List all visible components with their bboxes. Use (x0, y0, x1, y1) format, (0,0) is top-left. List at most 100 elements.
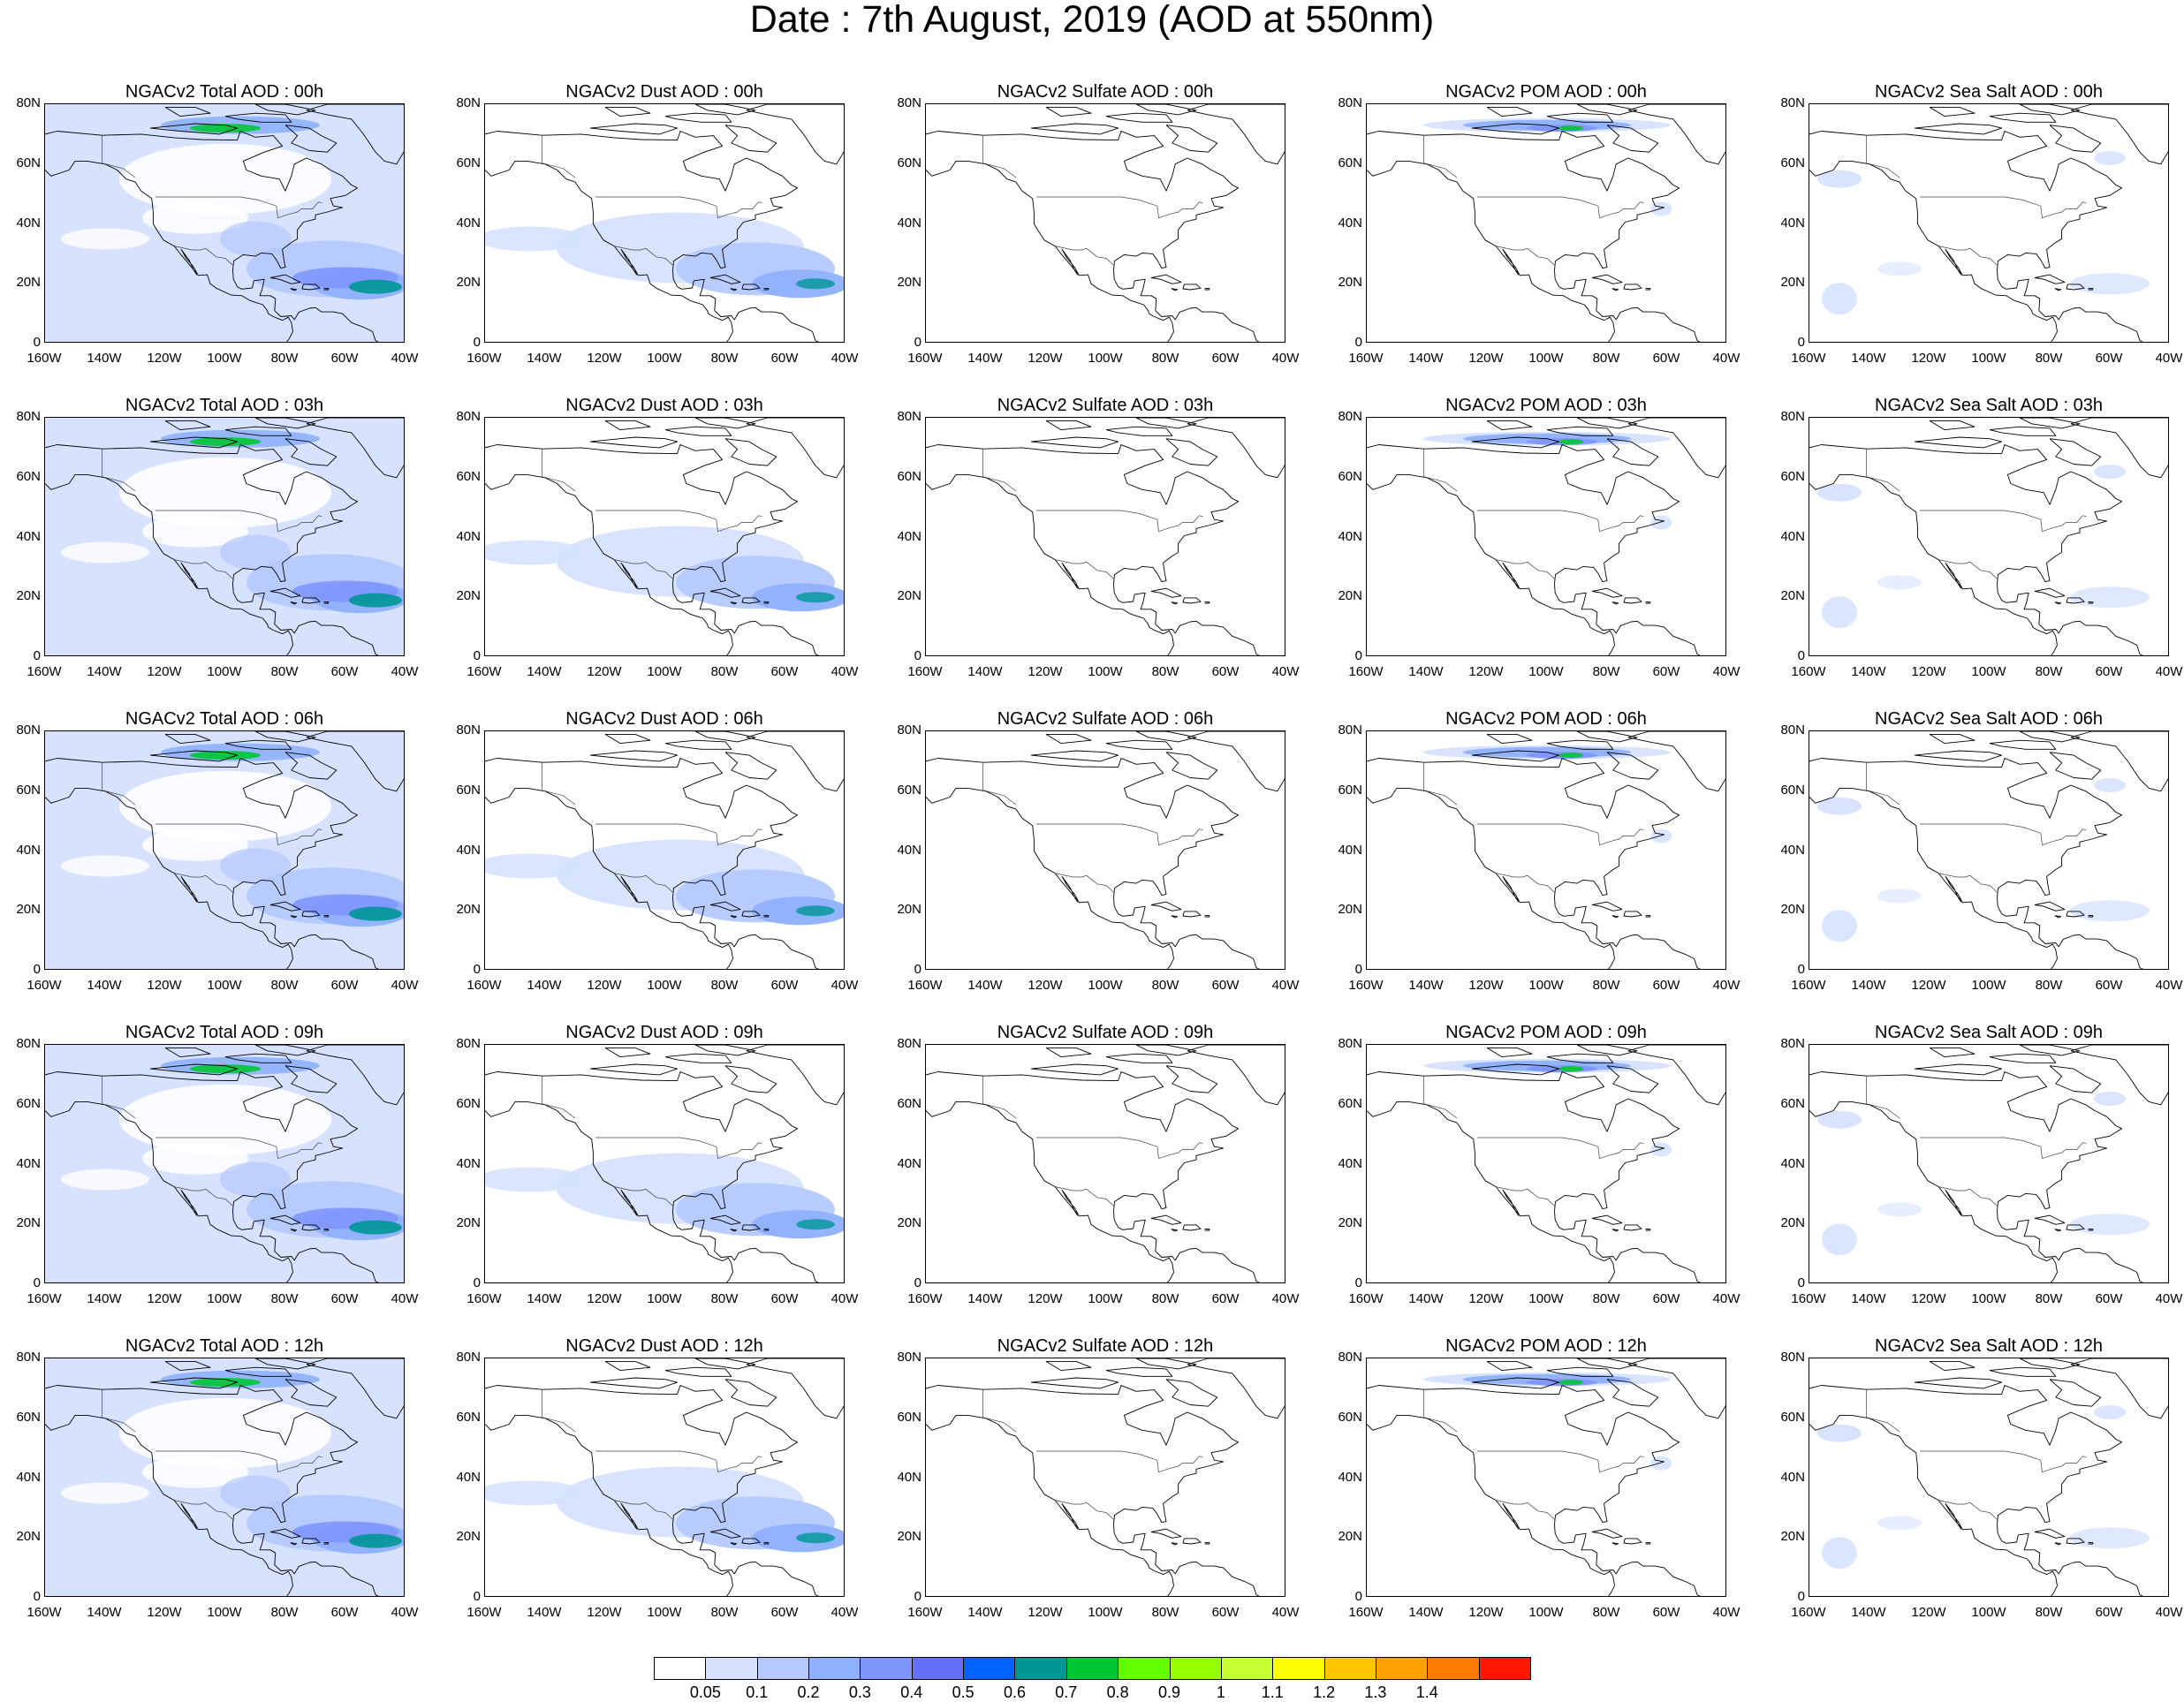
lon-tick-label: 140W (527, 351, 562, 366)
map-panel-sulfate (925, 730, 1285, 970)
lon-tick-label: 60W (770, 664, 799, 679)
us-canada-border (1920, 1137, 2087, 1160)
colorbar-label: 0.1 (746, 1683, 769, 1701)
lon-tick-label: 140W (87, 351, 122, 366)
lat-tick-label: 0 (1797, 1589, 1805, 1604)
us-canada-border (1477, 1137, 1644, 1160)
coastline (45, 444, 379, 655)
lat-tick-label: 0 (1354, 962, 1362, 977)
lon-tick-label: 160W (1791, 978, 1826, 993)
lat-tick-label: 20N (897, 588, 921, 604)
lat-tick-label: 0 (33, 1589, 41, 1604)
lon-tick-label: 100W (1971, 351, 2006, 366)
lat-tick-label: 40N (456, 842, 481, 858)
coastline (1367, 131, 1701, 342)
lat-tick-label: 40N (1338, 528, 1362, 544)
lon-tick-label: 80W (270, 664, 299, 679)
colorbar-label: 1.3 (1364, 1683, 1387, 1701)
lat-tick-label: 40N (1338, 1155, 1362, 1171)
lon-tick-label: 120W (147, 1291, 182, 1306)
lat-tick-label: 20N (1338, 902, 1362, 918)
lon-tick-label: 40W (2155, 978, 2183, 993)
coastline (45, 131, 379, 342)
panel-title: NGACv2 Dust AOD : 09h (565, 1023, 763, 1042)
lon-tick-label: 40W (1271, 978, 1300, 993)
lat-tick-label: 40N (897, 842, 921, 858)
lon-tick-label: 120W (587, 1291, 622, 1306)
lat-tick-label: 60N (456, 468, 481, 484)
lon-tick-label: 40W (391, 978, 419, 993)
lon-tick-label: 160W (1348, 664, 1384, 679)
lon-tick-label: 60W (770, 351, 799, 366)
lat-tick-label: 0 (1797, 1275, 1805, 1290)
lon-tick-label: 40W (1271, 1605, 1300, 1620)
coastline (926, 1071, 1260, 1282)
us-canada-border (1920, 1450, 2087, 1473)
lon-tick-label: 60W (330, 1605, 359, 1620)
lon-tick-label: 140W (1408, 978, 1444, 993)
lon-tick-label: 140W (87, 978, 122, 993)
lat-tick-label: 60N (1780, 1409, 1805, 1425)
coastline (1367, 444, 1701, 655)
lon-tick-label: 140W (527, 1605, 562, 1620)
us-canada-border (595, 1450, 762, 1473)
lat-tick-label: 40N (1780, 842, 1805, 858)
coastline (485, 1385, 819, 1596)
lon-tick-label: 100W (1088, 1605, 1123, 1620)
lon-tick-label: 120W (1911, 978, 1946, 993)
colorbar-label: 0.4 (900, 1683, 923, 1701)
lon-tick-label: 120W (1468, 1605, 1504, 1620)
lon-tick-label: 80W (2035, 664, 2063, 679)
lat-tick-label: 40N (897, 528, 921, 544)
colorbar-label: 1.2 (1313, 1683, 1336, 1701)
colorbar-label: 1.4 (1415, 1683, 1438, 1701)
panel-title: NGACv2 Sulfate AOD : 06h (997, 709, 1214, 729)
lat-tick-label: 60N (456, 155, 481, 170)
coastline (926, 1385, 1260, 1596)
lon-tick-label: 80W (270, 351, 299, 366)
lat-tick-label: 60N (16, 1095, 41, 1111)
panel-title: NGACv2 POM AOD : 03h (1445, 396, 1647, 415)
lat-tick-label: 60N (16, 782, 41, 798)
colorbar-box (1220, 1657, 1274, 1680)
lat-tick-label: 60N (1338, 1409, 1362, 1425)
lon-tick-label: 100W (1528, 1605, 1564, 1620)
colorbar-box (1118, 1657, 1171, 1680)
lat-tick-label: 80N (1338, 1036, 1362, 1051)
lon-tick-label: 100W (207, 978, 242, 993)
lon-tick-label: 160W (1791, 1291, 1826, 1306)
panel-title: NGACv2 POM AOD : 12h (1445, 1336, 1647, 1356)
lon-tick-label: 60W (2095, 351, 2123, 366)
lon-tick-label: 40W (2155, 351, 2183, 366)
aod-map (1809, 418, 2168, 655)
lon-tick-label: 100W (647, 978, 682, 993)
lon-tick-label: 80W (710, 1605, 739, 1620)
lon-tick-label: 160W (1348, 351, 1384, 366)
lon-tick-label: 80W (1151, 664, 1179, 679)
lon-tick-label: 120W (1028, 978, 1063, 993)
lat-tick-label: 20N (1780, 588, 1805, 604)
lon-tick-label: 80W (1592, 1291, 1620, 1306)
lon-tick-label: 120W (1468, 351, 1504, 366)
lat-tick-label: 40N (456, 1155, 481, 1171)
colorbar-label: 0.2 (797, 1683, 820, 1701)
lon-tick-label: 120W (1468, 1291, 1504, 1306)
lon-tick-label: 160W (27, 1291, 62, 1306)
lon-tick-label: 40W (830, 664, 859, 679)
lat-tick-label: 60N (1780, 155, 1805, 170)
lat-tick-label: 40N (897, 1469, 921, 1485)
lat-tick-label: 20N (1780, 1529, 1805, 1545)
lat-tick-label: 60N (16, 1409, 41, 1425)
us-canada-border (155, 510, 322, 533)
colorbar-box (808, 1657, 861, 1680)
lon-tick-label: 60W (330, 351, 359, 366)
colorbar-label: 0.6 (1003, 1683, 1026, 1701)
aod-map (1367, 418, 1725, 655)
lon-tick-label: 120W (587, 1605, 622, 1620)
lon-tick-label: 40W (1271, 664, 1300, 679)
lat-tick-label: 80N (16, 1036, 41, 1051)
lat-tick-label: 20N (16, 1529, 41, 1545)
lat-tick-label: 80N (456, 95, 481, 110)
lat-tick-label: 80N (456, 1036, 481, 1051)
map-panel-sea-salt (1809, 730, 2169, 970)
